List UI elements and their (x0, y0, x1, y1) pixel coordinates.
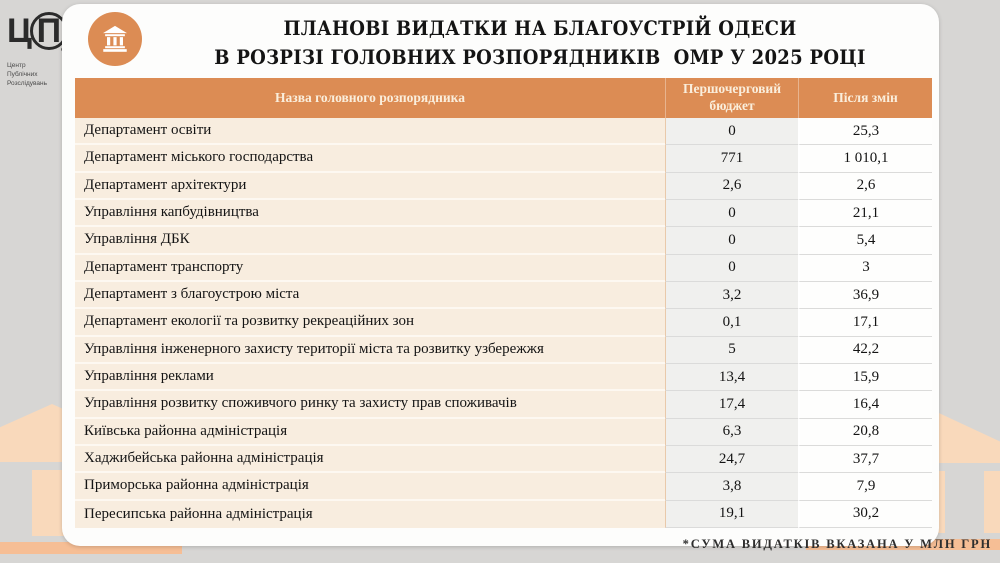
page-title: ПЛАНОВІ ВИДАТКИ НА БЛАГОУСТРІЙ ОДЕСИ В Р… (150, 14, 930, 72)
cell-after-changes: 15,9 (798, 363, 932, 392)
bank-building-icon (103, 25, 127, 52)
page-title-line2: В РОЗРІЗІ ГОЛОВНИХ РОЗПОРЯДНИКІВ ОМР У 2… (214, 45, 866, 69)
cell-priority-budget: 3,8 (665, 473, 798, 501)
cell-priority-budget: 771 (665, 145, 798, 173)
cell-after-changes: 20,8 (798, 418, 932, 446)
expenditure-table: Назва головного розпорядника Першочергов… (75, 78, 932, 528)
table-row: Департамент транспорту 0 3 (75, 254, 932, 282)
cell-priority-budget: 0 (665, 199, 798, 228)
units-footnote: *СУМА ВИДАТКІВ ВКАЗАНА У МЛН ГРН (682, 537, 992, 551)
cell-after-changes: 5,4 (798, 227, 932, 255)
cell-priority-budget: 0 (665, 254, 798, 282)
cell-after-changes: 30,2 (798, 500, 932, 528)
table-row: Управління реклами 13,4 15,9 (75, 363, 932, 392)
cell-after-changes: 17,1 (798, 309, 932, 337)
cell-department-name: Департамент архітектури (75, 172, 665, 200)
table-body: Департамент освіти 0 25,3 Департамент мі… (75, 118, 932, 528)
cell-after-changes: 37,7 (798, 445, 932, 474)
logo-subtitle: Центр Публічних Розслідувань (7, 62, 89, 88)
cell-department-name: Хаджибейська районна адміністрація (75, 445, 665, 474)
cell-priority-budget: 0 (665, 227, 798, 255)
cell-priority-budget: 17,4 (665, 391, 798, 419)
table-row: Хаджибейська районна адміністрація 24,7 … (75, 445, 932, 474)
cell-priority-budget: 13,4 (665, 363, 798, 392)
cell-department-name: Департамент міського господарства (75, 145, 665, 173)
cell-department-name: Департамент освіти (75, 118, 665, 146)
cell-after-changes: 7,9 (798, 473, 932, 501)
table-row: Департамент екології та розвитку рекреац… (75, 309, 932, 337)
cell-department-name: Департамент з благоустрою міста (75, 281, 665, 310)
table-row: Департамент освіти 0 25,3 (75, 118, 932, 146)
table-row: Управління капбудівництва 0 21,1 (75, 199, 932, 228)
logo-subtitle-line: Публічних (7, 70, 38, 78)
cell-department-name: Департамент екології та розвитку рекреац… (75, 309, 665, 337)
cell-department-name: Пересипська районна адміністрація (75, 500, 665, 528)
content-card: ПЛАНОВІ ВИДАТКИ НА БЛАГОУСТРІЙ ОДЕСИ В Р… (62, 4, 939, 546)
table-row: Київська районна адміністрація 6,3 20,8 (75, 418, 932, 446)
cell-priority-budget: 0,1 (665, 309, 798, 337)
cell-priority-budget: 3,2 (665, 281, 798, 310)
logo-letter-p: П (36, 12, 62, 50)
cell-priority-budget: 0 (665, 118, 798, 146)
cell-after-changes: 36,9 (798, 281, 932, 310)
cell-department-name: Управління ДБК (75, 227, 665, 255)
cell-after-changes: 21,1 (798, 199, 932, 228)
table-row: Управління розвитку споживчого ринку та … (75, 391, 932, 419)
cell-after-changes: 1 010,1 (798, 145, 932, 173)
column-header-priority-budget: Першочерговий бюджет (665, 78, 798, 118)
logo-subtitle-line: Центр (7, 62, 26, 69)
cell-department-name: Управління реклами (75, 363, 665, 392)
cell-priority-budget: 6,3 (665, 418, 798, 446)
cell-priority-budget: 24,7 (665, 445, 798, 474)
cell-after-changes: 16,4 (798, 391, 932, 419)
table-row: Департамент з благоустрою міста 3,2 36,9 (75, 281, 932, 310)
table-row: Управління ДБК 0 5,4 (75, 227, 932, 255)
logo-letter-ts: Ц (7, 12, 32, 50)
logo-subtitle-line: Розслідувань (7, 79, 47, 87)
column-header-name: Назва головного розпорядника (275, 89, 465, 105)
cell-department-name: Київська районна адміністрація (75, 418, 665, 446)
table-row: Пересипська районна адміністрація 19,1 3… (75, 500, 932, 528)
cell-priority-budget: 2,6 (665, 172, 798, 200)
cell-after-changes: 2,6 (798, 172, 932, 200)
table-row: Департамент міського господарства 771 1 … (75, 145, 932, 173)
page-title-line1: ПЛАНОВІ ВИДАТКИ НА БЛАГОУСТРІЙ ОДЕСИ (283, 16, 797, 40)
cell-department-name: Управління інженерного захисту території… (75, 336, 665, 364)
table-row: Управління інженерного захисту території… (75, 336, 932, 364)
bank-badge (88, 12, 142, 66)
cell-department-name: Управління капбудівництва (75, 199, 665, 228)
table-row: Приморська районна адміністрація 3,8 7,9 (75, 473, 932, 501)
cell-department-name: Приморська районна адміністрація (75, 473, 665, 501)
cell-department-name: Управління розвитку споживчого ринку та … (75, 391, 665, 419)
cell-after-changes: 25,3 (798, 118, 932, 146)
column-header-after-changes: Після змін (798, 78, 932, 118)
cell-after-changes: 42,2 (798, 336, 932, 364)
cell-after-changes: 3 (798, 254, 932, 282)
cell-priority-budget: 5 (665, 336, 798, 364)
table-row: Департамент архітектури 2,6 2,6 (75, 172, 932, 200)
cell-department-name: Департамент транспорту (75, 254, 665, 282)
table-header-row: Назва головного розпорядника Першочергов… (75, 78, 932, 118)
cell-priority-budget: 19,1 (665, 500, 798, 528)
